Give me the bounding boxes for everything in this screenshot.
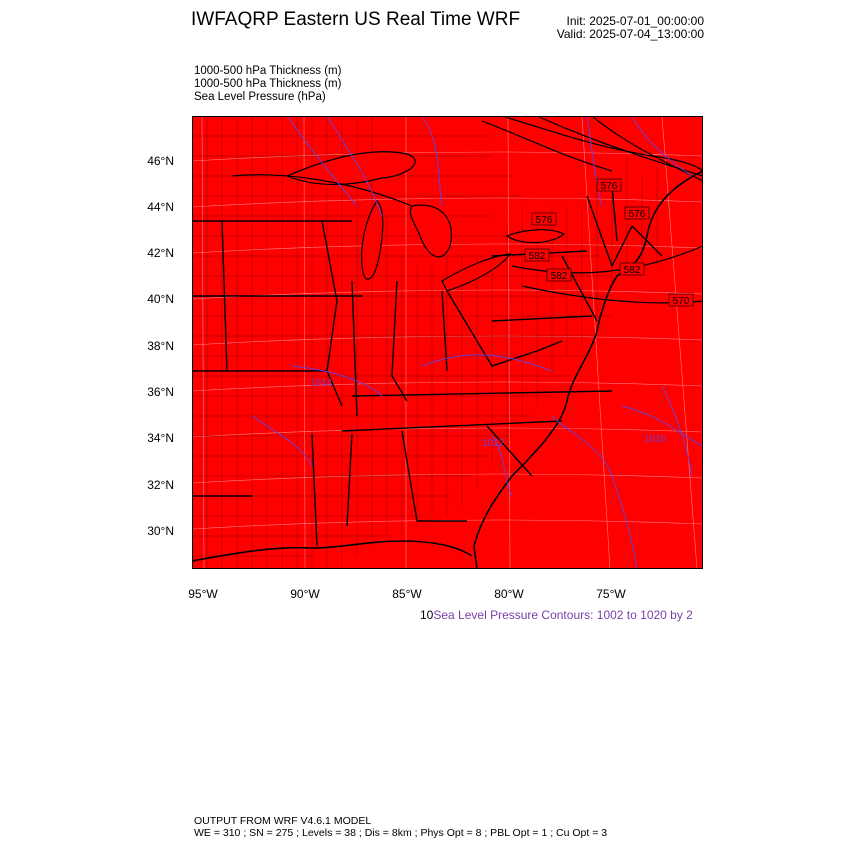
contour-legend-prefix: 10 xyxy=(420,608,434,622)
slp-label: 1014 xyxy=(310,378,333,389)
slp-label: 1016 xyxy=(644,434,667,445)
great-lakes xyxy=(285,151,566,292)
svg-text:582: 582 xyxy=(529,251,546,262)
svg-text:576: 576 xyxy=(601,181,618,192)
svg-text:576: 576 xyxy=(629,209,646,220)
map-panel: 576 576 576 582 582 570 582 1016 1012 10… xyxy=(192,116,703,569)
thickness-label: 582 xyxy=(546,268,572,282)
map-frame xyxy=(192,116,703,569)
thickness-label: 570 xyxy=(668,293,694,307)
lat-label: 34°N xyxy=(147,431,174,445)
slp-contour-legend: Sea Level Pressure Contours: 1002 to 102… xyxy=(433,608,693,622)
svg-text:582: 582 xyxy=(624,265,641,276)
map-background xyxy=(192,116,703,569)
graticule xyxy=(192,116,703,569)
lat-label: 32°N xyxy=(147,478,174,492)
svg-text:570: 570 xyxy=(673,296,690,307)
lat-label: 38°N xyxy=(147,339,174,353)
lon-label: 90°W xyxy=(290,587,320,601)
lon-label: 85°W xyxy=(392,587,422,601)
model-output-label: OUTPUT FROM WRF V4.6.1 MODEL xyxy=(194,815,372,827)
field-label-thickness-2: 1000-500 hPa Thickness (m) xyxy=(194,78,342,90)
init-time: Init: 2025-07-01_00:00:00 xyxy=(566,14,704,28)
plot-title: IWFAQRP Eastern US Real Time WRF xyxy=(191,9,521,30)
thickness-label: 582 xyxy=(619,262,645,276)
state-borders xyxy=(192,185,663,547)
valid-time: Valid: 2025-07-04_13:00:00 xyxy=(556,27,704,41)
coastline xyxy=(192,170,703,569)
field-label-thickness-1: 1000-500 hPa Thickness (m) xyxy=(194,65,342,77)
svg-text:582: 582 xyxy=(551,271,568,282)
field-label-slp: Sea Level Pressure (hPa) xyxy=(194,91,326,103)
contour-legend: 10Sea Level Pressure Contours: 1002 to 1… xyxy=(420,608,693,622)
lon-label: 80°W xyxy=(494,587,524,601)
thickness-label: 576 xyxy=(596,178,622,192)
lake-michigan xyxy=(361,200,384,280)
thickness-label: 576 xyxy=(531,212,557,226)
lon-label: 75°W xyxy=(596,587,626,601)
lake-superior xyxy=(285,151,416,186)
lat-label: 40°N xyxy=(147,292,174,306)
lake-ontario xyxy=(505,229,566,244)
svg-text:576: 576 xyxy=(536,215,553,226)
thickness-label: 576 xyxy=(624,206,650,220)
lat-label: 36°N xyxy=(147,385,174,399)
thickness-label: 582 xyxy=(524,248,550,262)
model-config-label: WE = 310 ; SN = 275 ; Levels = 38 ; Dis … xyxy=(194,827,608,839)
lat-label: 42°N xyxy=(147,246,174,260)
thickness-contours xyxy=(231,116,703,304)
contour-value-labels: 576 576 576 582 582 570 582 1016 1012 10… xyxy=(310,178,694,449)
lat-label: 30°N xyxy=(147,524,174,538)
slp-label: 1012 xyxy=(482,438,505,449)
lake-erie xyxy=(441,253,512,292)
lake-huron xyxy=(409,204,452,258)
lon-label: 95°W xyxy=(188,587,218,601)
lat-label: 44°N xyxy=(147,200,174,214)
slp-contours xyxy=(251,116,703,569)
lat-label: 46°N xyxy=(147,154,174,168)
